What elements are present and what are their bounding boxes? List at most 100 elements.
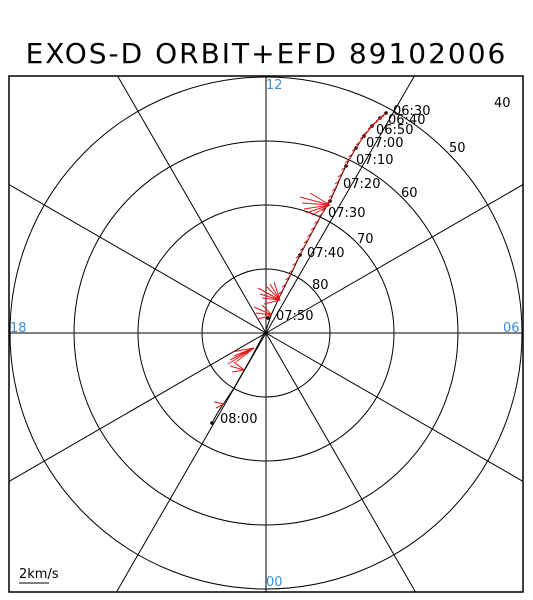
- efd-vector: [273, 281, 281, 301]
- efd-vector: [227, 347, 255, 365]
- orbit-time-tick: [266, 316, 270, 320]
- efd-vector: [305, 204, 331, 214]
- efd-vector: [261, 304, 273, 316]
- efd-vector: [231, 369, 245, 373]
- local-time-radial: [8, 184, 267, 334]
- efd-vector: [278, 290, 283, 295]
- efd-vector: [281, 283, 287, 288]
- efd-vector: [310, 226, 316, 231]
- local-time-radial: [265, 332, 416, 593]
- efd-vector: [263, 299, 281, 305]
- time-label-0750: 07:50: [276, 309, 313, 324]
- latitude-label-70: 70: [357, 232, 374, 247]
- efd-vector: [292, 262, 297, 266]
- efd-vector: [359, 138, 363, 143]
- efd-vector: [301, 202, 331, 206]
- efd-vector: [292, 265, 296, 270]
- efd-vector: [371, 123, 375, 128]
- local-time-radial: [8, 332, 267, 482]
- efd-vector: [257, 314, 273, 320]
- efd-vector: [344, 163, 348, 167]
- efd-vector: [303, 243, 307, 248]
- efd-vector: [269, 283, 281, 301]
- efd-vector: [375, 119, 379, 124]
- time-label-0730: 07:30: [328, 206, 365, 221]
- efd-vector: [317, 213, 323, 218]
- efd-vector: [285, 280, 289, 284]
- efd-vector: [331, 187, 337, 192]
- latitude-label-60: 60: [401, 186, 418, 201]
- time-label-0710: 07:10: [356, 153, 393, 168]
- local-time-radial: [265, 184, 524, 334]
- efd-vector: [255, 312, 273, 316]
- efd-vector: [329, 197, 332, 202]
- efd-vector: [363, 133, 367, 137]
- efd-vector: [265, 285, 281, 301]
- plot-title: EXOS-D ORBIT+EFD 89102006: [25, 37, 508, 70]
- efd-vector: [379, 116, 382, 121]
- efd-vector: [295, 258, 299, 263]
- efd-vector: [215, 403, 225, 409]
- efd-vector: [328, 194, 334, 198]
- efd-vector: [299, 250, 303, 255]
- efd-vector: [314, 223, 318, 228]
- efd-vector: [253, 306, 273, 316]
- efd-vector: [375, 117, 381, 122]
- efd-vector: [213, 401, 225, 405]
- efd-vector: [303, 239, 309, 244]
- latitude-label-50: 50: [449, 141, 466, 156]
- efd-vector: [233, 361, 245, 371]
- efd-vector: [231, 347, 255, 353]
- efd-vector: [334, 180, 340, 185]
- hour-label-12: 12: [266, 78, 283, 93]
- efd-vector: [259, 293, 281, 301]
- efd-vector: [229, 365, 245, 371]
- orbit-time-tick: [210, 421, 214, 425]
- efd-vector: [371, 121, 377, 126]
- hour-label-18: 18: [10, 321, 27, 336]
- efd-vector: [307, 233, 312, 237]
- efd-vector: [309, 192, 331, 206]
- time-label-0720: 07:20: [343, 177, 380, 192]
- hour-label-00: 00: [266, 575, 283, 590]
- efd-vector: [285, 276, 290, 281]
- time-label-0700: 07:00: [366, 136, 403, 151]
- efd-vector: [299, 247, 305, 251]
- efd-vector: [288, 269, 294, 274]
- efd-vector: [367, 125, 373, 130]
- efd-vector: [288, 273, 292, 277]
- efd-vector: [317, 216, 321, 221]
- efd-vector: [351, 150, 355, 155]
- latitude-label-40: 40: [494, 96, 511, 111]
- efd-vector: [281, 287, 285, 291]
- efd-vector: [359, 135, 365, 140]
- efd-vector: [310, 229, 314, 234]
- efd-vector: [355, 144, 359, 149]
- efd-vector: [341, 170, 345, 174]
- efd-vector: [355, 141, 361, 146]
- efd-vector: [367, 128, 371, 132]
- efd-vector: [351, 147, 357, 152]
- efd-vector: [261, 297, 281, 301]
- efd-vector: [348, 156, 352, 161]
- efd-vector: [321, 210, 325, 215]
- efd-vector: [307, 236, 311, 241]
- efd-vector: [295, 254, 301, 259]
- efd-vector: [382, 113, 385, 118]
- efd-vector: [338, 177, 341, 181]
- time-label-0740: 07:40: [307, 246, 344, 261]
- scale-label: 2km/s: [19, 567, 59, 582]
- efd-vector: [299, 196, 331, 206]
- efd-vector: [363, 130, 369, 135]
- efd-vector: [257, 287, 281, 301]
- time-label-0630: 06:30: [393, 104, 430, 119]
- efd-vectors: [213, 112, 387, 409]
- efd-vector: [341, 166, 346, 171]
- efd-vector: [335, 184, 338, 188]
- time-label-0650: 06:50: [376, 123, 413, 138]
- time-label-0640: 06:40: [388, 113, 425, 128]
- efd-vector: [348, 153, 353, 158]
- efd-vector: [303, 204, 331, 210]
